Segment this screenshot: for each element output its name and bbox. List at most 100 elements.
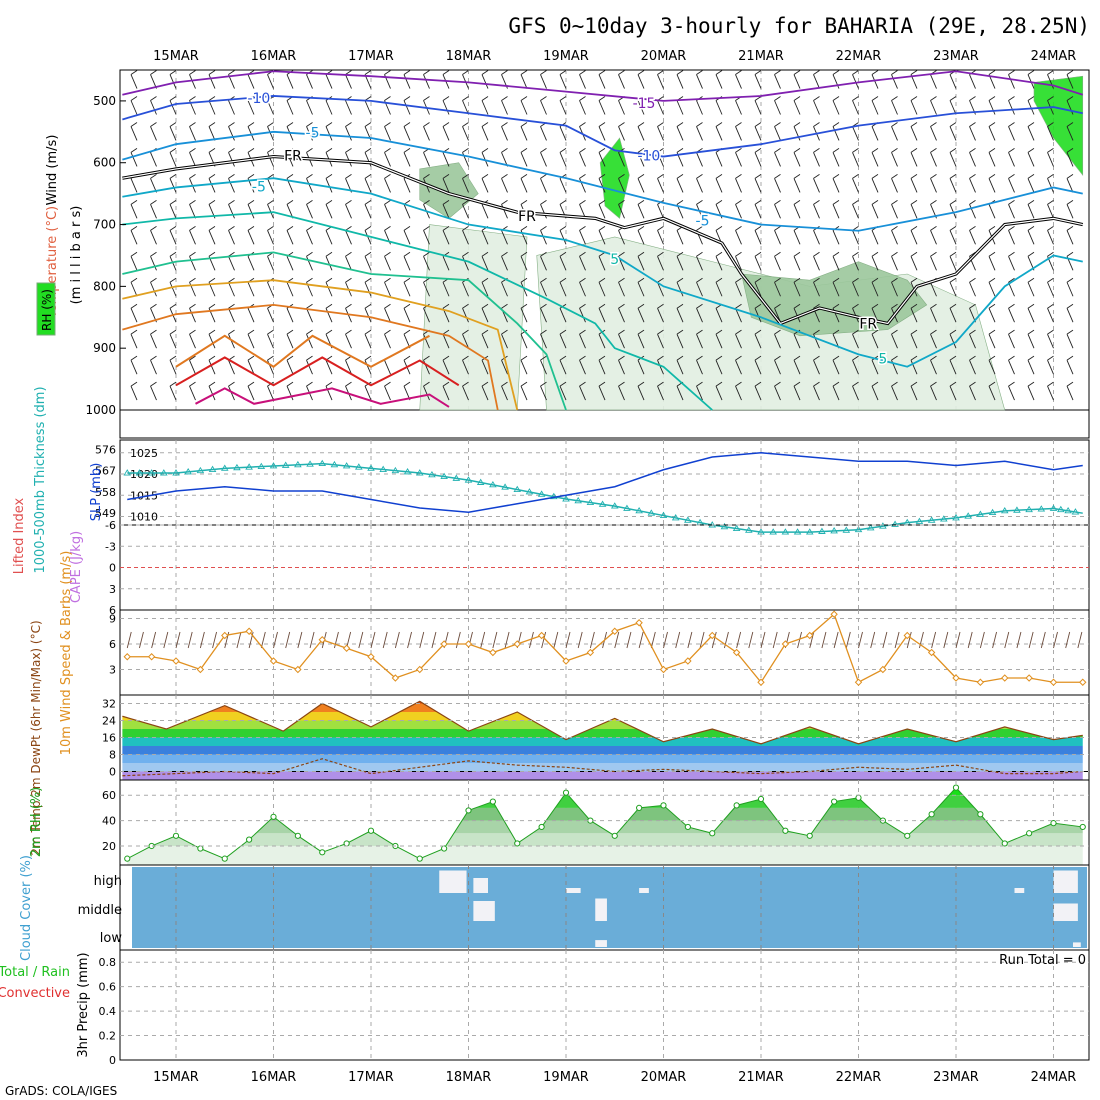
wind-barb bbox=[325, 204, 333, 219]
precip-tick-label: 0.4 bbox=[99, 1005, 117, 1018]
rh-band bbox=[127, 807, 1083, 821]
temperature-band bbox=[122, 712, 1083, 721]
wind-barb-flag bbox=[306, 381, 313, 387]
wind-barb-flag bbox=[130, 96, 138, 101]
wind-barb-flag bbox=[559, 329, 567, 335]
wind-barb-flag bbox=[364, 174, 372, 179]
thickness-marker bbox=[562, 495, 570, 502]
wind-barb bbox=[598, 385, 606, 401]
wind-barb-flag bbox=[345, 148, 352, 153]
wind-barb bbox=[403, 100, 411, 115]
wind-barb bbox=[286, 282, 294, 297]
wind-barb-flag bbox=[871, 199, 879, 205]
wind-barb bbox=[306, 359, 313, 375]
wind-barb bbox=[598, 126, 606, 141]
wind-barb-flag bbox=[579, 199, 586, 205]
wind-barb bbox=[735, 334, 742, 349]
thickness-marker bbox=[464, 476, 473, 483]
thickness-marker bbox=[915, 517, 924, 524]
wind-barb bbox=[247, 256, 255, 271]
wind-barb bbox=[813, 359, 820, 375]
wind-barb bbox=[403, 74, 411, 89]
wind-barb bbox=[559, 334, 567, 349]
rh-axis-title: RH (%) bbox=[40, 289, 54, 331]
wind-barb bbox=[1047, 308, 1054, 323]
cape-axis-title: CAPE (J/kg) bbox=[69, 531, 84, 603]
wind-barb bbox=[1008, 74, 1015, 89]
wind-barb bbox=[598, 152, 606, 167]
wind-barb-flag bbox=[774, 70, 781, 75]
wind-barb bbox=[501, 230, 508, 245]
wind-barb bbox=[579, 178, 586, 193]
cloud-cell bbox=[1053, 903, 1078, 921]
wind-barb-flag bbox=[442, 329, 450, 335]
wind-barb bbox=[520, 334, 528, 349]
wind-speed-marker bbox=[854, 678, 863, 686]
wind-barb bbox=[247, 204, 255, 219]
wind-barb bbox=[306, 308, 313, 323]
thickness-marker bbox=[281, 461, 290, 468]
wind-barb-flag bbox=[813, 174, 820, 179]
wind-barb-flag bbox=[696, 122, 703, 127]
wind-barb-flag bbox=[150, 381, 157, 387]
wind-barb bbox=[364, 256, 372, 271]
wind-barb bbox=[832, 74, 840, 89]
wind-barb bbox=[852, 152, 859, 167]
wind-barb bbox=[403, 230, 411, 245]
wind-barb-flag bbox=[1027, 381, 1035, 387]
wind-speed-marker bbox=[318, 636, 326, 644]
rh-marker bbox=[514, 840, 521, 847]
wind-barb-flag bbox=[540, 251, 547, 257]
wind-barb-flag bbox=[735, 329, 742, 335]
wind-barb-flag bbox=[150, 277, 157, 283]
wind-barb-flag bbox=[1008, 329, 1015, 335]
wind-barb-flag bbox=[403, 329, 411, 335]
wind-barb bbox=[481, 230, 489, 245]
wind-barb-flag bbox=[754, 277, 762, 283]
wind-barb bbox=[676, 230, 684, 245]
wind-barb bbox=[579, 152, 586, 167]
wind-barb bbox=[462, 282, 469, 297]
wind-barb bbox=[988, 256, 996, 271]
wind-barb bbox=[325, 100, 333, 115]
wind-barb bbox=[169, 152, 177, 167]
top-date-axis: 15MAR 16MAR 17MAR 18MAR 19MAR 20MAR 21MAR 22MAR… bbox=[153, 49, 1076, 64]
wind-barb-flag bbox=[228, 303, 235, 309]
wind-barb bbox=[540, 126, 547, 141]
cloud-row-label: low bbox=[100, 931, 123, 946]
wind-barb-flag bbox=[247, 122, 255, 127]
wind-barb bbox=[247, 230, 255, 245]
wind-barb bbox=[618, 152, 625, 167]
wind-barb-flag bbox=[715, 277, 723, 283]
wind-barb-flag bbox=[325, 174, 333, 179]
wind-barb-flag bbox=[676, 355, 684, 361]
wind-barb-flag bbox=[325, 199, 333, 205]
footer-credit: GrADS: COLA/IGES bbox=[5, 1084, 117, 1098]
wind-barb-flag bbox=[832, 381, 840, 387]
wind-barb-flag bbox=[540, 355, 547, 361]
surface-wind-barb bbox=[894, 631, 900, 649]
wind-barb bbox=[657, 282, 664, 297]
rh-tick-label: 40 bbox=[102, 815, 116, 828]
wind-barb-flag bbox=[1008, 303, 1015, 309]
wind-speed-marker bbox=[708, 631, 716, 640]
wind-barb-flag bbox=[618, 277, 625, 283]
wind-barb-flag bbox=[150, 251, 157, 257]
wind-barb-flag bbox=[891, 381, 898, 387]
slp-line bbox=[127, 451, 1083, 514]
wind-barb bbox=[208, 230, 216, 245]
wind-barb-flag bbox=[696, 355, 703, 361]
wind-barb-flag bbox=[637, 225, 645, 231]
wind-barb bbox=[481, 359, 489, 375]
slp-tick-label: 1010 bbox=[130, 511, 158, 524]
wind-barb-flag bbox=[676, 122, 684, 127]
wind-barb bbox=[988, 334, 996, 349]
wind-barb-flag bbox=[481, 70, 489, 75]
contour-label: 5 bbox=[610, 252, 619, 268]
wind-barb bbox=[891, 126, 898, 141]
temperature-band bbox=[122, 701, 1083, 704]
wind-barb bbox=[423, 282, 430, 297]
wind-barb bbox=[676, 126, 684, 141]
rh-tick-label: 20 bbox=[102, 840, 116, 853]
wind-barb-flag bbox=[189, 96, 196, 101]
